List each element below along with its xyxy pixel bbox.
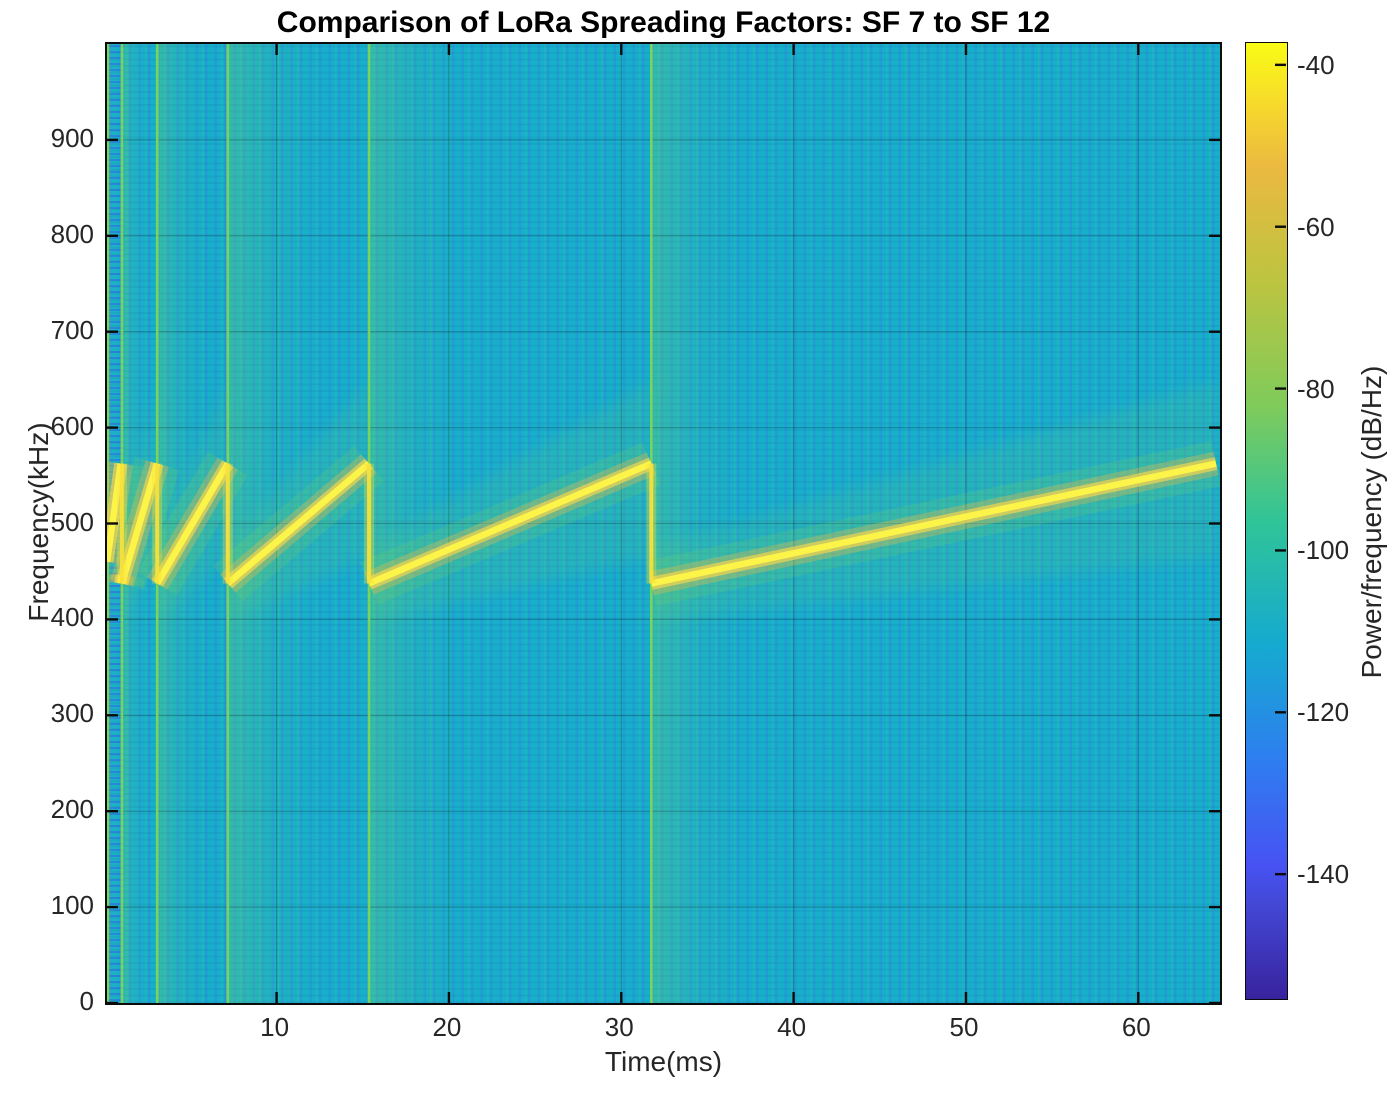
- x-tick-label: 20: [432, 1012, 462, 1042]
- colorbar-tick-label: -120: [1297, 697, 1350, 728]
- y-tick-label: 400: [50, 602, 94, 633]
- x-tick-label: 60: [1121, 1012, 1151, 1042]
- x-tick-label: 50: [949, 1012, 979, 1042]
- plot-area: [105, 42, 1222, 1005]
- colorbar-tick-label: -80: [1297, 373, 1335, 404]
- x-axis-label: Time(ms): [604, 1046, 723, 1077]
- y-tick-label: 600: [50, 410, 94, 441]
- x-tick-label: 30: [604, 1012, 634, 1042]
- colorbar-ticks-svg: [1275, 63, 1286, 876]
- y-tick-label: 0: [79, 986, 94, 1016]
- chart-title: Comparison of LoRa Spreading Factors: SF…: [276, 6, 1051, 39]
- y-tick-label: 300: [50, 698, 94, 729]
- colorbar-tick-label: -140: [1297, 859, 1350, 890]
- y-tick-label: 900: [50, 122, 94, 153]
- y-tick-label: 200: [50, 794, 94, 825]
- y-tick-label: 100: [50, 890, 94, 921]
- y-tick-label: 800: [50, 218, 94, 249]
- colorbar-tick-label: -60: [1297, 211, 1335, 242]
- colorbar-tick-label: -100: [1297, 535, 1350, 566]
- y-tick-label: 500: [50, 506, 94, 537]
- colorbar-gradient: [1245, 42, 1288, 1000]
- x-tick-label: 10: [260, 1012, 290, 1042]
- x-tick-label: 40: [777, 1012, 807, 1042]
- y-tick-label: 700: [50, 314, 94, 345]
- colorbar-tick-label: -40: [1297, 49, 1335, 80]
- spectrogram-svg: [107, 44, 1220, 1003]
